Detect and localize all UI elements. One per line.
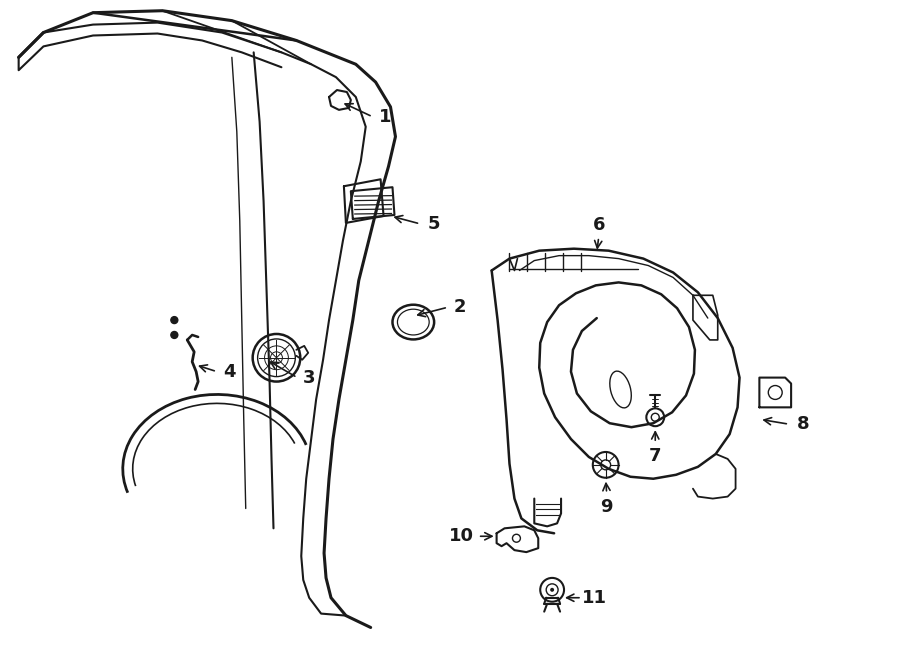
Text: 5: 5 bbox=[428, 215, 440, 233]
Circle shape bbox=[171, 332, 178, 338]
Text: 2: 2 bbox=[454, 298, 466, 316]
Text: 11: 11 bbox=[582, 589, 608, 607]
Text: 6: 6 bbox=[592, 216, 605, 234]
Circle shape bbox=[550, 588, 554, 592]
Circle shape bbox=[171, 317, 178, 323]
Text: 10: 10 bbox=[449, 527, 474, 545]
Text: 9: 9 bbox=[600, 498, 613, 516]
Text: 4: 4 bbox=[223, 363, 236, 381]
Text: 7: 7 bbox=[649, 447, 662, 465]
Text: 1: 1 bbox=[379, 108, 392, 126]
Text: 8: 8 bbox=[796, 415, 809, 433]
Text: 3: 3 bbox=[303, 369, 315, 387]
